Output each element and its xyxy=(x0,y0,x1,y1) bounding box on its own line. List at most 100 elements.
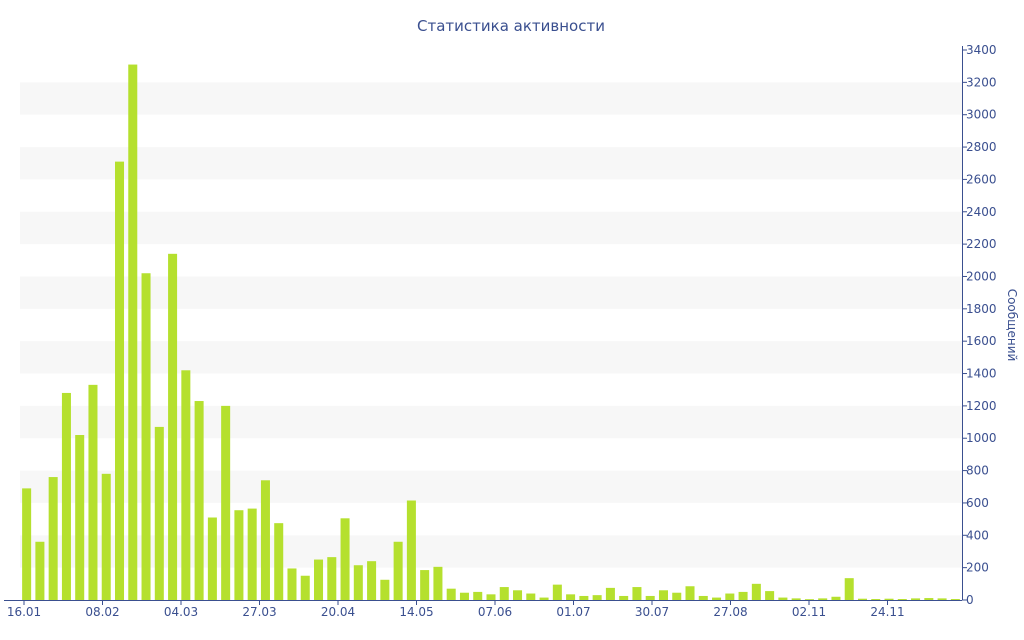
bar xyxy=(937,598,947,600)
y-tick-label: 2400 xyxy=(966,205,997,219)
bar xyxy=(791,598,801,600)
bar xyxy=(605,587,615,600)
x-tick-label: 04.03 xyxy=(164,605,198,619)
grid-band xyxy=(20,211,962,245)
grid-band xyxy=(20,276,962,309)
bar xyxy=(61,392,71,600)
bar xyxy=(566,594,576,600)
bar xyxy=(685,586,695,600)
x-tick-label: 30.07 xyxy=(635,605,669,619)
bar xyxy=(327,557,337,600)
bar xyxy=(592,595,602,600)
bar xyxy=(672,592,682,600)
bar xyxy=(486,594,496,600)
bar xyxy=(48,477,58,600)
bar xyxy=(380,579,390,600)
x-tick-label: 01.07 xyxy=(556,605,590,619)
y-tick-label: 0 xyxy=(966,593,974,607)
bar xyxy=(393,541,403,600)
bar xyxy=(340,518,350,600)
bar xyxy=(433,566,443,600)
bar xyxy=(101,473,111,600)
bar xyxy=(765,591,775,600)
bar xyxy=(725,593,735,600)
bar xyxy=(871,599,881,600)
y-tick-label: 200 xyxy=(966,561,989,575)
y-tick-label: 1000 xyxy=(966,431,997,445)
bar xyxy=(778,597,788,600)
x-tick-label: 27.03 xyxy=(242,605,276,619)
bar xyxy=(499,587,509,600)
bar xyxy=(128,64,138,600)
bar xyxy=(247,508,257,600)
bars-group xyxy=(22,64,960,600)
bar xyxy=(234,510,244,600)
bar xyxy=(35,541,45,600)
bar xyxy=(22,488,32,600)
bar xyxy=(367,561,377,600)
y-tick-label: 1200 xyxy=(966,399,997,413)
bar xyxy=(844,578,854,600)
y-tick-label: 1600 xyxy=(966,334,997,348)
x-tick-label: 07.06 xyxy=(478,605,512,619)
y-tick-label: 2000 xyxy=(966,269,997,283)
bar xyxy=(181,370,191,600)
bar xyxy=(579,595,589,600)
bar xyxy=(260,480,270,600)
bar xyxy=(473,591,483,600)
y-tick-label: 2800 xyxy=(966,140,997,154)
y-tick-label: 3000 xyxy=(966,108,997,122)
bar xyxy=(314,559,324,600)
bar xyxy=(526,593,536,600)
y-tick-label: 3200 xyxy=(966,75,997,89)
y-tick-label: 1400 xyxy=(966,367,997,381)
bar xyxy=(857,598,867,600)
y-tick-label: 600 xyxy=(966,496,989,510)
bar xyxy=(552,584,562,600)
grid-band xyxy=(20,341,962,374)
bar xyxy=(658,590,668,600)
bar xyxy=(950,599,960,600)
bar xyxy=(420,570,430,600)
bar xyxy=(459,592,469,600)
y-tick-label: 1800 xyxy=(966,302,997,316)
x-tick-label: 24.11 xyxy=(870,605,904,619)
bar xyxy=(88,384,98,600)
bar xyxy=(884,598,894,600)
x-tick-label: 02.11 xyxy=(792,605,826,619)
bar xyxy=(221,405,231,600)
bar xyxy=(831,596,841,600)
x-axis: 16.01 08.02 04.03 27.03 20.04 14.05 07.06 01.07… xyxy=(4,600,962,619)
y-tick-label: 400 xyxy=(966,528,989,542)
x-tick-label: 20.04 xyxy=(321,605,355,619)
bar xyxy=(207,517,217,600)
bar xyxy=(168,253,178,600)
bar xyxy=(818,598,828,600)
bar xyxy=(274,523,284,600)
bar xyxy=(446,588,456,600)
bar xyxy=(300,575,310,600)
bar xyxy=(539,597,549,600)
bar xyxy=(897,599,907,600)
bar xyxy=(141,273,151,600)
x-tick-label: 16.01 xyxy=(7,605,41,619)
bar xyxy=(115,161,125,600)
bar xyxy=(406,500,416,600)
y-tick-label: 2600 xyxy=(966,172,997,186)
y-tick-label: 3400 xyxy=(966,43,997,57)
bar xyxy=(619,595,629,600)
y-axis-title: Сообщений xyxy=(1005,289,1019,362)
bar xyxy=(645,595,655,600)
bar xyxy=(632,587,642,600)
bar xyxy=(513,590,523,600)
bar xyxy=(75,435,85,600)
x-tick-label: 08.02 xyxy=(85,605,119,619)
bar xyxy=(353,565,363,600)
grid-band xyxy=(20,147,962,180)
y-tick-label: 2200 xyxy=(966,237,997,251)
grid-band xyxy=(20,82,962,115)
bar xyxy=(698,595,708,600)
bar xyxy=(911,598,921,600)
bar xyxy=(712,597,722,600)
